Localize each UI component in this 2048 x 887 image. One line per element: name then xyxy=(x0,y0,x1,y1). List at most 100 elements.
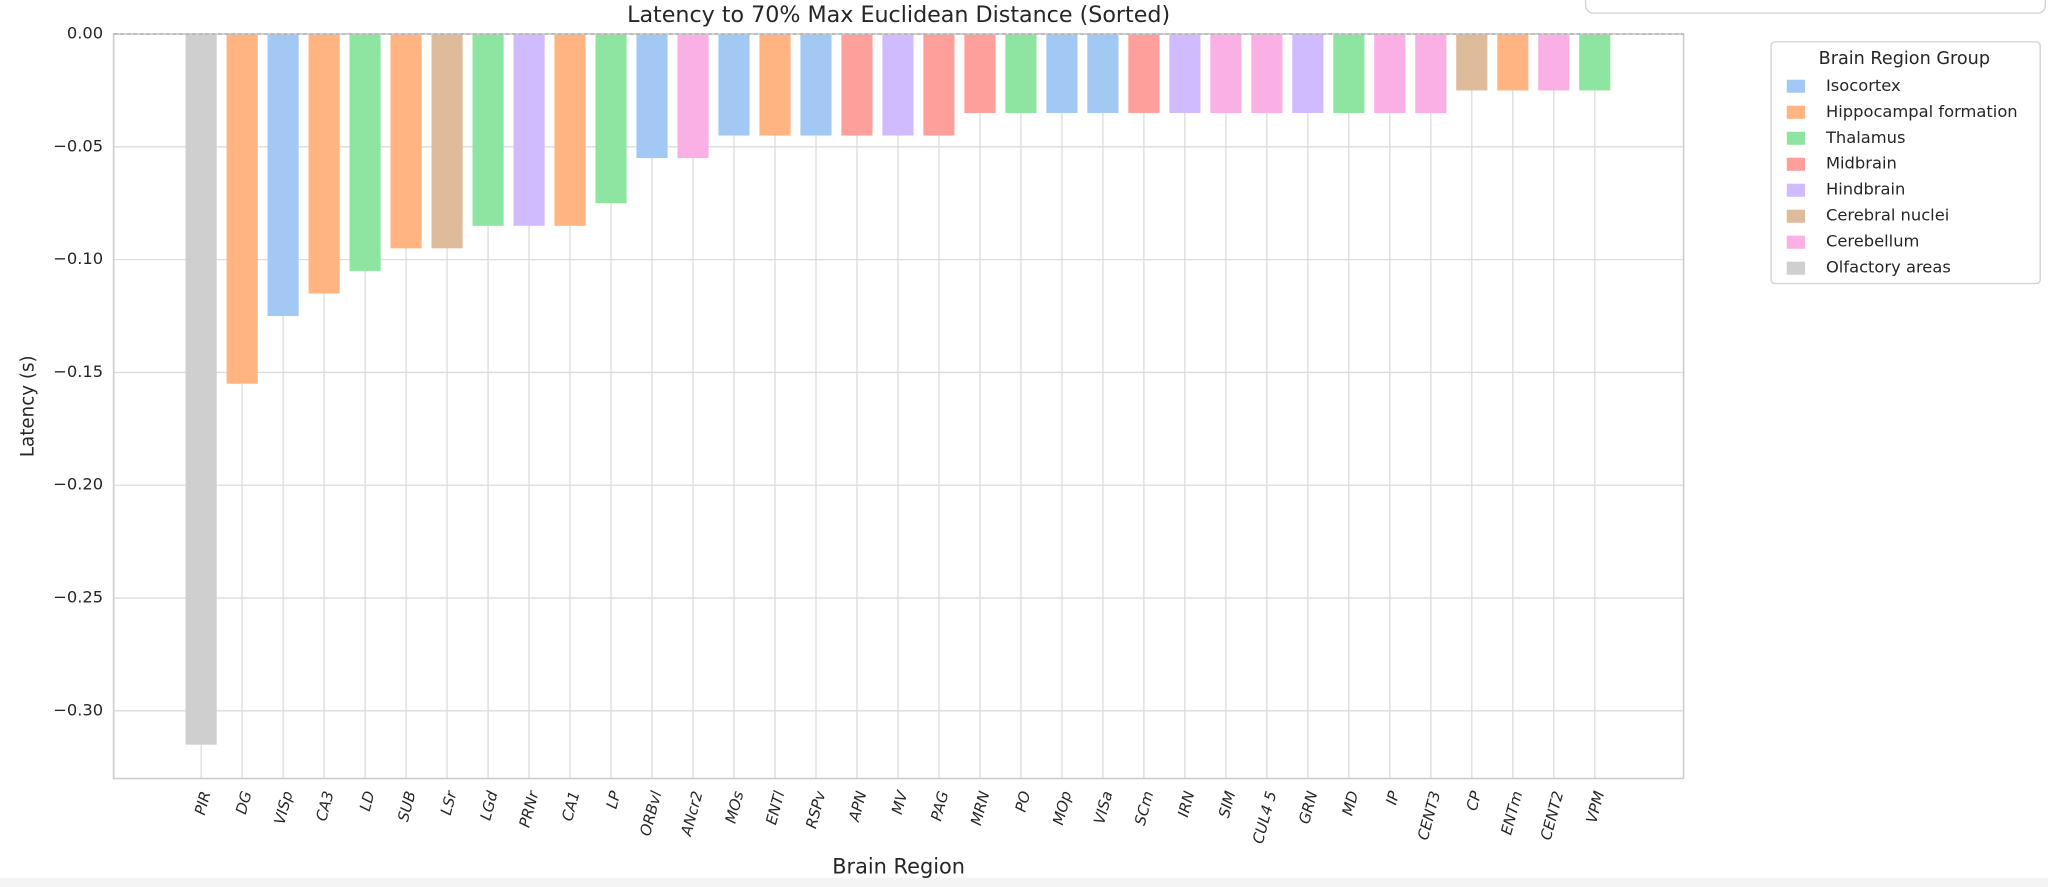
y-tick-label: −0.10 xyxy=(53,249,103,268)
bar xyxy=(1087,34,1119,113)
x-tick-label: SUB xyxy=(394,789,419,823)
x-tick-label: DG xyxy=(232,789,255,816)
x-tick-label: LGd xyxy=(476,789,501,823)
legend-swatch xyxy=(1786,105,1806,119)
y-tick-label: −0.15 xyxy=(53,362,103,381)
legend-label: Isocortex xyxy=(1826,76,1901,95)
x-tick-label: PRNr xyxy=(516,788,543,829)
x-tick-label: SCm xyxy=(1131,789,1157,827)
x-tick-label: RSPv xyxy=(802,788,829,830)
legend-swatch xyxy=(1786,157,1806,171)
bar xyxy=(431,34,463,249)
bar xyxy=(185,34,217,745)
overlay-panel xyxy=(1584,0,2047,14)
x-tick-label: CENT2 xyxy=(1537,789,1567,842)
legend-swatch xyxy=(1786,209,1806,223)
x-tick-label: SIM xyxy=(1215,789,1239,820)
x-tick-label: MRN xyxy=(967,789,993,827)
bar xyxy=(595,34,627,204)
legend-swatch xyxy=(1786,183,1806,197)
bar xyxy=(964,34,996,113)
legend-title: Brain Region Group xyxy=(1819,49,1990,69)
legend-label: Cerebellum xyxy=(1826,232,1920,251)
bar xyxy=(636,34,668,159)
x-tick-label: APN xyxy=(845,789,871,824)
legend-label: Hippocampal formation xyxy=(1826,102,2018,121)
x-tick-label: GRN xyxy=(1295,789,1321,826)
x-tick-label: MOp xyxy=(1049,789,1075,827)
bar xyxy=(1579,34,1611,91)
bar xyxy=(1169,34,1201,113)
x-tick-label: ENTl xyxy=(762,788,788,826)
bar xyxy=(841,34,873,136)
legend-swatch xyxy=(1786,131,1806,145)
bar xyxy=(308,34,340,294)
x-tick-label: VPM xyxy=(1582,789,1608,825)
x-tick-label: CENT3 xyxy=(1414,789,1444,842)
bar xyxy=(1210,34,1242,113)
y-axis-label: Latency (s) xyxy=(18,355,39,457)
bar xyxy=(1292,34,1324,113)
legend-label: Olfactory areas xyxy=(1826,258,1951,277)
bar xyxy=(759,34,791,136)
legend-swatch xyxy=(1786,79,1806,93)
bar xyxy=(1415,34,1447,113)
x-tick-label: CP xyxy=(1463,788,1486,812)
legend-label: Midbrain xyxy=(1826,154,1897,173)
x-tick-label: VISa xyxy=(1090,789,1116,826)
x-tick-label: ANcr2 xyxy=(677,789,706,839)
bar xyxy=(267,34,299,317)
bar xyxy=(226,34,258,384)
x-tick-label: IP xyxy=(1382,788,1403,807)
x-tick-label: CA1 xyxy=(558,789,583,823)
x-tick-label: ORBvl xyxy=(636,788,665,838)
x-tick-label: MD xyxy=(1339,789,1363,817)
bar xyxy=(677,34,709,159)
bar xyxy=(1046,34,1078,113)
legend-label: Hindbrain xyxy=(1826,180,1905,199)
bar xyxy=(472,34,504,226)
bar xyxy=(1538,34,1570,91)
x-tick-label: LD xyxy=(356,789,379,813)
x-tick-label: VISp xyxy=(270,789,296,826)
bar xyxy=(882,34,914,136)
bar xyxy=(1005,34,1037,113)
bar xyxy=(1497,34,1529,91)
legend-label: Thalamus xyxy=(1825,128,1906,147)
y-tick-label: −0.20 xyxy=(53,475,103,494)
x-tick-label: CA3 xyxy=(312,789,337,823)
bar xyxy=(390,34,422,249)
x-tick-label: ENTm xyxy=(1497,789,1526,837)
chart-title: Latency to 70% Max Euclidean Distance (S… xyxy=(627,2,1170,28)
bar xyxy=(1374,34,1406,113)
x-tick-label: PIR xyxy=(191,789,215,817)
x-axis-label: Brain Region xyxy=(832,854,965,878)
legend-label: Cerebral nuclei xyxy=(1826,206,1949,225)
bar xyxy=(1128,34,1160,113)
x-tick-label: MOs xyxy=(722,789,748,825)
bar xyxy=(554,34,586,226)
legend-swatch xyxy=(1786,235,1806,249)
bar xyxy=(1333,34,1365,113)
bar xyxy=(1456,34,1488,91)
x-tick-label: CUL4 5 xyxy=(1249,789,1280,846)
bottom-strip xyxy=(0,877,2048,887)
bar xyxy=(923,34,955,136)
bar xyxy=(800,34,832,136)
bar xyxy=(718,34,750,136)
y-tick-label: −0.05 xyxy=(53,136,103,155)
bar xyxy=(349,34,381,271)
legend-swatch xyxy=(1786,261,1806,275)
bar xyxy=(1251,34,1283,113)
bar xyxy=(513,34,545,226)
x-tick-label: PO xyxy=(1012,789,1035,814)
y-tick-label: −0.30 xyxy=(53,700,103,719)
x-tick-label: IRN xyxy=(1174,789,1198,819)
y-tick-label: −0.25 xyxy=(53,588,103,607)
x-tick-label: MV xyxy=(888,787,912,816)
x-tick-label: PAG xyxy=(927,789,952,823)
x-tick-label: LP xyxy=(603,788,625,810)
legend-box xyxy=(1770,41,2041,285)
x-tick-label: LSr xyxy=(437,788,461,817)
